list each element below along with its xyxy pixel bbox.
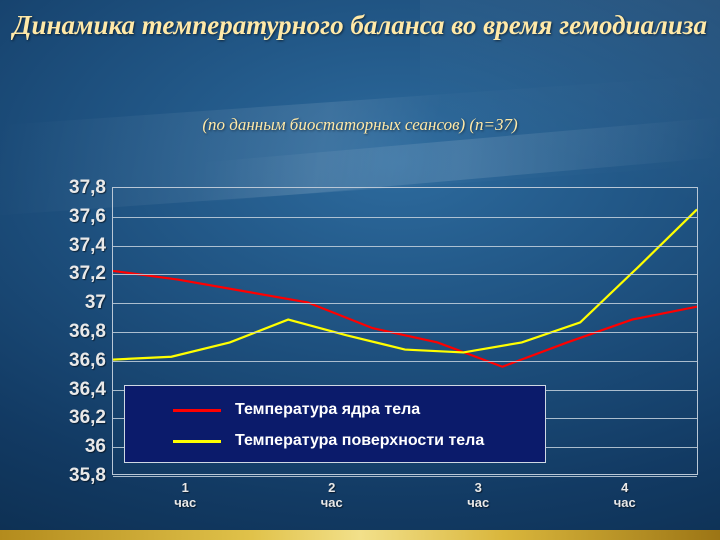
x-axis-tick-unit: час xyxy=(320,495,343,510)
x-axis-labels: 1 час 2 час 3 час 4 час xyxy=(112,480,698,520)
x-axis-tick: 2 час xyxy=(297,480,367,510)
y-axis-tick: 36,2 xyxy=(69,407,106,429)
slide-subtitle: (по данным биостаторных сеансов) (n=37) xyxy=(202,115,518,134)
x-axis-tick-number: 3 xyxy=(474,480,482,495)
y-axis-tick: 37,2 xyxy=(69,263,106,285)
y-axis-tick: 35,8 xyxy=(69,465,106,486)
y-axis-tick: 36,8 xyxy=(69,321,106,342)
grid-line xyxy=(113,303,697,305)
series-line xyxy=(113,271,697,367)
grid-line xyxy=(113,476,697,477)
y-axis-tick: 36,6 xyxy=(69,349,106,371)
y-axis-tick: 36 xyxy=(84,436,106,458)
x-axis-tick-number: 2 xyxy=(328,480,336,495)
x-axis-tick-unit: час xyxy=(174,495,197,510)
x-axis-tick-unit: час xyxy=(467,495,490,510)
y-axis-labels: 37,8 37,6 37,4 37,2 37 36,8 36,6 36,4 36,2 36 35,8 xyxy=(8,175,106,485)
legend-label-surface-temperature: Температура поверхности тела xyxy=(235,432,485,449)
x-axis-tick-number: 4 xyxy=(621,480,629,495)
grid-line xyxy=(113,332,697,333)
legend-item-surface-temperature: Температура поверхности тела xyxy=(125,428,545,454)
grid-line xyxy=(113,360,697,362)
slide-title: Динамика температурного баланса во время… xyxy=(13,10,707,40)
legend-item-core-temperature: Температура ядра тела xyxy=(125,397,545,423)
x-axis-tick-unit: час xyxy=(613,495,636,510)
legend-label-core-temperature: Температура ядра тела xyxy=(235,401,421,418)
y-axis-tick: 36,4 xyxy=(69,378,106,400)
grid-line xyxy=(113,274,697,276)
legend-swatch-core-temperature xyxy=(173,408,221,412)
temperature-chart: 37,8 37,6 37,4 37,2 37 36,8 36,6 36,4 36,2 36 35,8… xyxy=(0,175,720,520)
grid-line xyxy=(113,216,697,218)
y-axis-tick: 37,4 xyxy=(69,234,106,256)
accent-bar xyxy=(0,530,720,540)
x-axis-tick: 3 час xyxy=(443,480,513,510)
y-axis-tick: 37,6 xyxy=(69,205,106,227)
x-axis-tick-number: 1 xyxy=(181,480,189,495)
y-axis-tick: 37,8 xyxy=(69,177,106,198)
chart-legend: Температура ядра тела Температура поверх… xyxy=(124,385,546,463)
x-axis-tick: 4 час xyxy=(590,480,660,510)
legend-swatch-surface-temperature xyxy=(173,439,221,443)
grid-line xyxy=(113,245,697,247)
x-axis-tick: 1 час xyxy=(150,480,220,510)
y-axis-tick: 37 xyxy=(84,292,106,314)
